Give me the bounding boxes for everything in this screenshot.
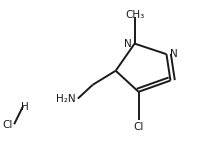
Text: H: H — [21, 102, 29, 112]
Text: Cl: Cl — [133, 122, 143, 132]
Text: Cl: Cl — [3, 120, 13, 130]
Text: H₂N: H₂N — [56, 94, 76, 104]
Text: N: N — [123, 39, 131, 49]
Text: CH₃: CH₃ — [124, 10, 144, 21]
Text: N: N — [169, 49, 177, 59]
